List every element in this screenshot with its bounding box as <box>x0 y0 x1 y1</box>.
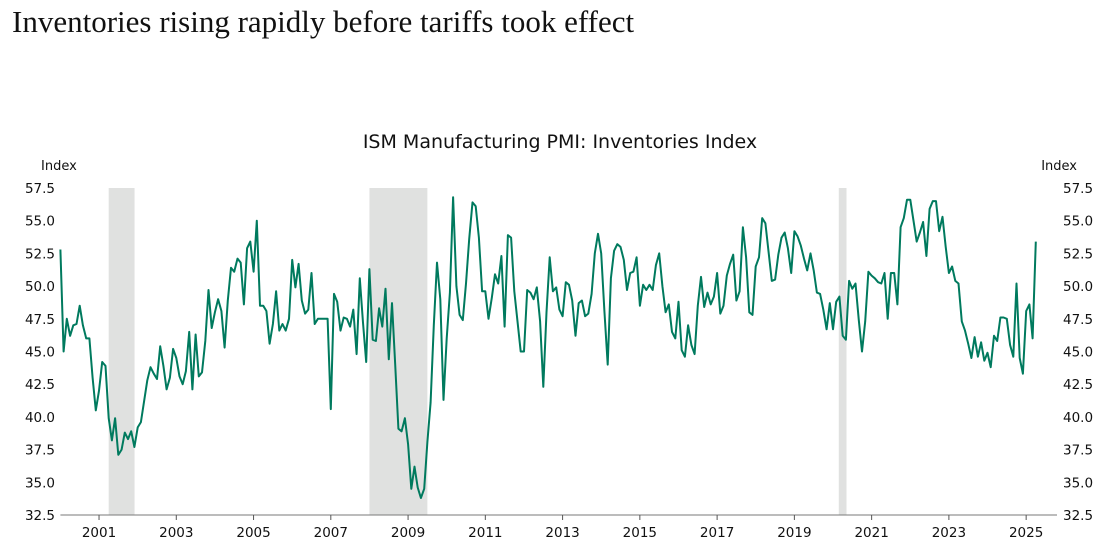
x-tick-label: 2019 <box>777 525 811 541</box>
series-line-inventories-index <box>59 196 1037 499</box>
y-tick-label-left: 32.5 <box>25 508 55 524</box>
x-tick-label: 2003 <box>159 525 193 541</box>
y-tick-label-right: 37.5 <box>1063 443 1093 459</box>
y-tick-label-right: 42.5 <box>1063 377 1093 393</box>
x-tick-label: 2015 <box>623 525 657 541</box>
x-tick-label: 2007 <box>314 525 348 541</box>
y-tick-label-right: 52.5 <box>1063 246 1093 262</box>
recession-band-2 <box>838 188 847 515</box>
x-tick-label: 2013 <box>545 525 579 541</box>
y-tick-label-left: 40.0 <box>25 410 55 426</box>
recession-band-0 <box>108 188 135 515</box>
y-tick-label-right: 45.0 <box>1063 345 1093 361</box>
headline: Inventories rising rapidly before tariff… <box>12 4 635 39</box>
y-axis-right: 32.5 35.0 37.5 40.0 42.5 45.0 47.5 50.0 52.5 55.0… <box>1063 181 1093 524</box>
y-tick-label-left: 57.5 <box>25 181 55 197</box>
x-tick-label: 2001 <box>82 525 116 541</box>
x-tick-label: 2025 <box>1009 525 1043 541</box>
y-tick-label-left: 42.5 <box>25 377 55 393</box>
x-tick-label: 2023 <box>932 525 966 541</box>
x-tick-label: 2017 <box>700 525 734 541</box>
y-axis-label-left: Index <box>41 159 77 174</box>
x-tick-label: 2005 <box>236 525 270 541</box>
y-tick-label-left: 52.5 <box>25 246 55 262</box>
x-tick-label: 2021 <box>854 525 888 541</box>
x-axis: 2001 2003 2005 2007 2009 2011 2013 2015 2017 2019… <box>82 515 1043 541</box>
y-tick-label-right: 47.5 <box>1063 312 1093 328</box>
chart-title: ISM Manufacturing PMI: Inventories Index <box>363 131 757 153</box>
x-tick-label: 2011 <box>468 525 502 541</box>
y-tick-label-left: 55.0 <box>25 214 55 230</box>
y-tick-label-right: 40.0 <box>1063 410 1093 426</box>
y-tick-label-right: 35.0 <box>1063 475 1093 491</box>
y-tick-label-right: 55.0 <box>1063 214 1093 230</box>
x-tick-label: 2009 <box>391 525 425 541</box>
y-tick-label-left: 45.0 <box>25 345 55 361</box>
y-tick-label-left: 37.5 <box>25 443 55 459</box>
recession-bands <box>108 188 847 515</box>
y-tick-label-right: 57.5 <box>1063 181 1093 197</box>
recession-band-1 <box>369 188 428 515</box>
y-tick-label-left: 35.0 <box>25 475 55 491</box>
y-tick-label-left: 50.0 <box>25 279 55 295</box>
y-tick-label-left: 47.5 <box>25 312 55 328</box>
y-axis-left: 32.5 35.0 37.5 40.0 42.5 45.0 47.5 50.0 52.5 55.0… <box>25 181 55 524</box>
y-tick-label-right: 32.5 <box>1063 508 1093 524</box>
y-axis-label-right: Index <box>1041 159 1077 174</box>
y-tick-label-right: 50.0 <box>1063 279 1093 295</box>
